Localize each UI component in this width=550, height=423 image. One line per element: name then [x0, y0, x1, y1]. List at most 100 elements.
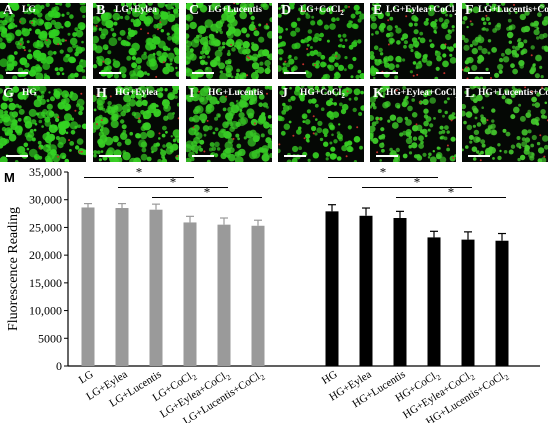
- cell-dot: [387, 55, 394, 62]
- bar: [393, 218, 407, 366]
- cell-dot: [146, 72, 150, 76]
- cell-dot: [217, 63, 220, 66]
- cell-dot: [153, 12, 161, 20]
- cell-dot: [104, 110, 107, 114]
- dead-cell-dot: [254, 27, 257, 30]
- cell-dot: [477, 45, 483, 51]
- dead-cell-dot: [469, 20, 472, 23]
- cell-dot: [414, 22, 418, 27]
- cell-dot: [498, 57, 504, 63]
- cell-dot: [150, 43, 157, 50]
- cell-dot: [266, 106, 269, 109]
- cell-dot: [21, 28, 30, 37]
- dead-cell-dot: [387, 19, 390, 22]
- cell-dot: [334, 53, 341, 60]
- dead-cell-dot: [462, 68, 464, 71]
- cell-dot: [508, 25, 513, 30]
- cell-dot: [358, 11, 362, 15]
- cell-dot: [336, 133, 343, 140]
- cell-dot: [217, 27, 222, 32]
- cell-dot: [138, 139, 147, 148]
- cell-dot: [423, 108, 429, 114]
- cell-dot: [527, 109, 531, 114]
- cell-dot: [320, 61, 326, 68]
- significance-star: *: [170, 175, 177, 190]
- micrograph-tile: F LG+Lucentis+CoCl2: [462, 3, 548, 79]
- dead-cell-dot: [96, 94, 99, 96]
- dead-cell-dot: [140, 28, 142, 31]
- cell-dot: [55, 117, 60, 123]
- dead-cell-dot: [57, 116, 60, 119]
- panel-condition-label: HG+Eylea: [115, 88, 158, 98]
- cell-dot: [104, 47, 108, 50]
- bar: [359, 215, 373, 366]
- cell-dot: [396, 116, 403, 123]
- cell-dot: [370, 105, 373, 109]
- cell-dot: [221, 41, 226, 46]
- cell-dot: [342, 33, 347, 38]
- cell-dot: [492, 157, 495, 160]
- cell-dot: [408, 151, 413, 155]
- cell-dot: [147, 3, 153, 6]
- cell-dot: [379, 52, 384, 56]
- cell-dot: [488, 22, 492, 25]
- cell-dot: [264, 86, 269, 90]
- cell-dot: [68, 94, 73, 98]
- cell-dot: [251, 21, 255, 25]
- cell-dot: [510, 144, 516, 149]
- cell-dot: [263, 24, 269, 30]
- cell-dot: [314, 132, 318, 136]
- cell-dot: [466, 25, 469, 29]
- cell-dot: [476, 122, 482, 127]
- cell-dot: [59, 42, 63, 46]
- cell-dot: [55, 136, 60, 140]
- cell-dot: [0, 143, 4, 149]
- cell-dot: [59, 3, 63, 6]
- cell-dot: [478, 38, 482, 41]
- cell-dot: [199, 147, 203, 152]
- dead-cell-dot: [356, 126, 359, 129]
- cell-dot: [420, 140, 424, 145]
- cell-dot: [257, 53, 261, 58]
- cell-dot: [205, 103, 215, 113]
- cell-dot: [350, 13, 356, 19]
- cell-dot: [229, 18, 238, 27]
- cell-dot: [199, 59, 206, 66]
- cell-dot: [119, 15, 124, 20]
- dead-cell-dot: [486, 119, 489, 122]
- cell-dot: [471, 146, 478, 152]
- cell-dot: [316, 19, 323, 26]
- cell-dot: [359, 13, 364, 20]
- dead-cell-dot: [68, 139, 71, 142]
- cell-dot: [229, 126, 235, 132]
- cell-dot: [170, 3, 176, 6]
- cell-dot: [531, 96, 537, 103]
- cell-dot: [193, 124, 200, 132]
- cell-dot: [322, 128, 329, 135]
- cell-dot: [69, 121, 79, 130]
- cell-dot: [501, 95, 506, 100]
- scale-bar: [468, 155, 490, 157]
- cell-dot: [481, 143, 486, 148]
- cell-dot: [54, 21, 62, 30]
- cell-dot: [193, 36, 200, 44]
- cell-dot: [429, 5, 435, 11]
- cell-dot: [28, 88, 33, 94]
- cell-dot: [371, 16, 377, 22]
- cell-dot: [258, 36, 265, 43]
- cell-dot: [334, 62, 339, 68]
- dead-cell-dot: [232, 137, 235, 140]
- cell-dot: [37, 40, 44, 48]
- cell-dot: [267, 53, 272, 61]
- cell-dot: [320, 7, 327, 13]
- cell-dot: [264, 67, 271, 75]
- cell-dot: [229, 110, 235, 117]
- dead-cell-dot: [284, 60, 287, 63]
- cell-dot: [374, 59, 381, 66]
- cell-dot: [40, 111, 47, 117]
- cell-dot: [429, 123, 434, 128]
- cell-dot: [62, 155, 66, 159]
- cell-dot: [73, 72, 79, 78]
- cell-dot: [189, 48, 194, 53]
- cell-dot: [93, 94, 97, 103]
